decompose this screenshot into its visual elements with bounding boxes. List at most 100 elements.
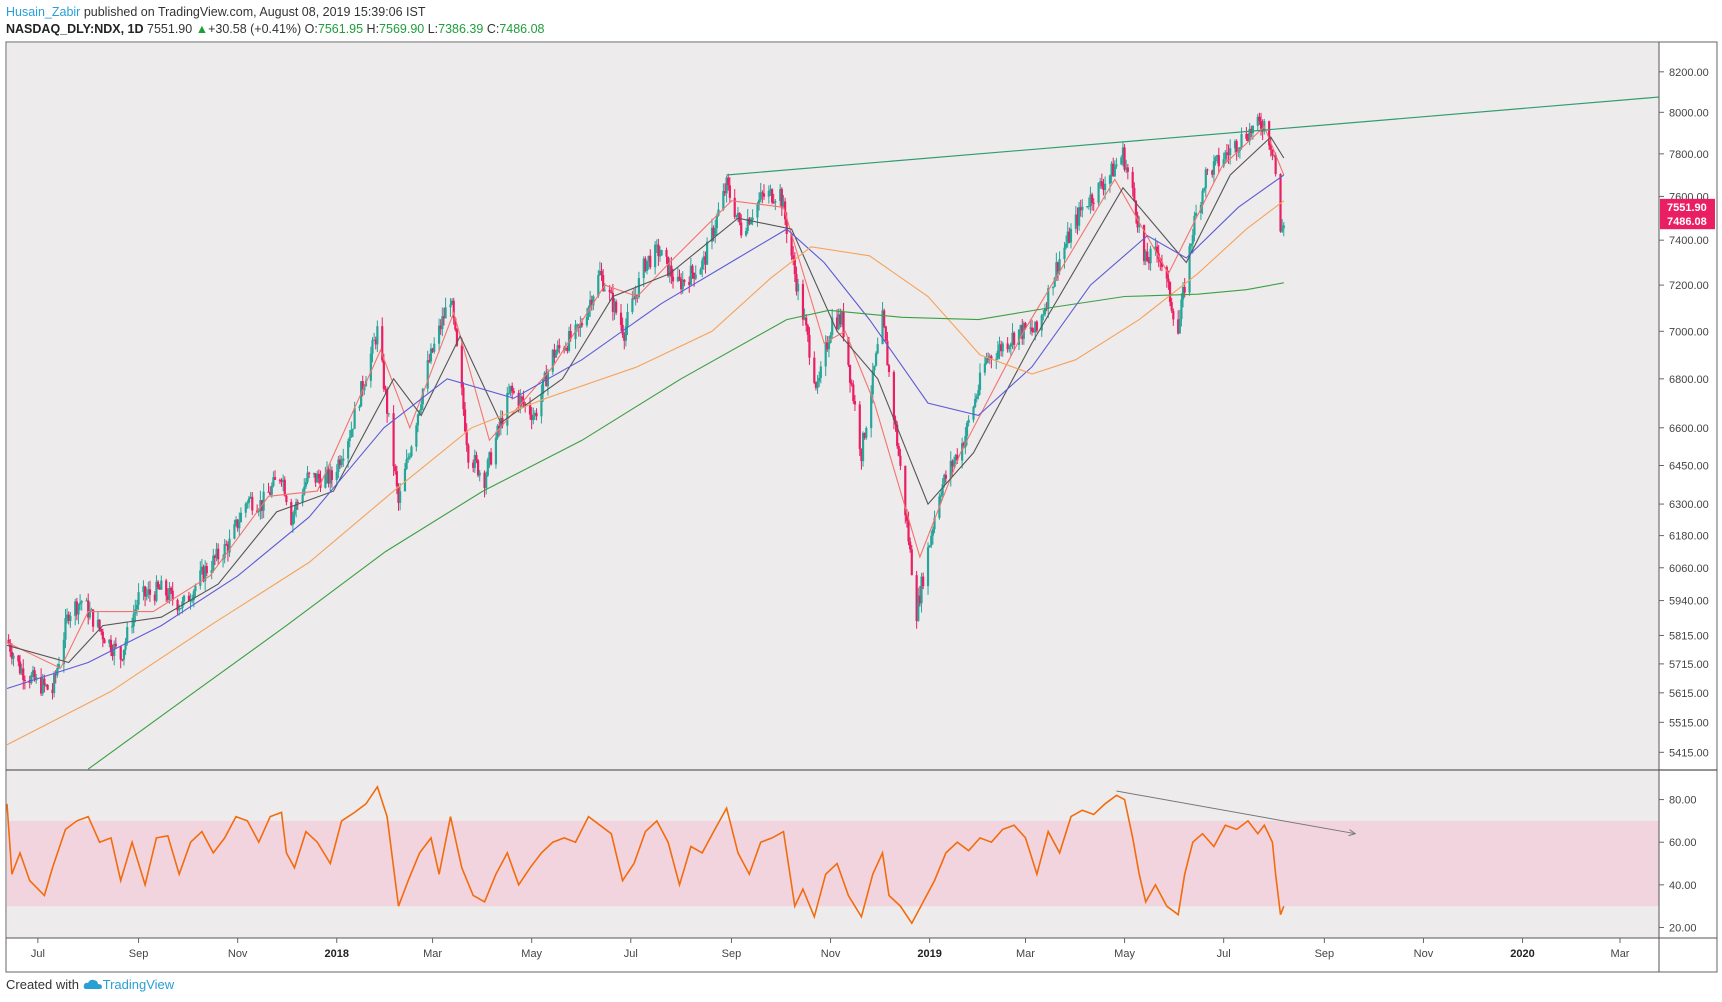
candle-body	[103, 639, 106, 644]
candle-body	[56, 668, 59, 676]
trendlines-layer	[726, 96, 1660, 837]
candle-body	[223, 544, 226, 559]
price-tick-label: 5615.00	[1669, 688, 1709, 700]
candle-body	[41, 678, 44, 694]
candle-body	[62, 639, 65, 665]
candle-body	[473, 455, 476, 468]
candle-body	[324, 474, 327, 488]
candle-body	[1188, 246, 1191, 293]
candle-body	[943, 474, 946, 485]
candle-body	[824, 342, 827, 367]
candle-body	[590, 299, 593, 306]
candle-body	[965, 422, 969, 436]
candle-body	[610, 291, 613, 293]
candle-body	[597, 275, 600, 297]
tradingview-link[interactable]: TradingView	[102, 977, 175, 992]
candle-body	[840, 311, 844, 325]
candle-body	[1251, 125, 1255, 134]
candle-body	[17, 655, 20, 662]
price-axis[interactable]: 8200.008000.007800.007600.007400.007200.…	[1659, 67, 1709, 759]
candle-body	[494, 437, 498, 465]
low-label: L:	[427, 22, 439, 36]
candle-body	[863, 432, 866, 438]
candle-body	[1268, 121, 1271, 146]
candle-body	[585, 316, 589, 326]
candle-body	[1142, 224, 1146, 262]
candle-body	[634, 294, 637, 299]
candle-body	[909, 541, 912, 550]
candle-body	[871, 370, 874, 395]
candle-body	[1029, 327, 1032, 329]
candle-body	[632, 298, 636, 300]
candle-body	[1103, 183, 1107, 190]
candle-body	[961, 443, 964, 461]
price-tick-label: 5415.00	[1669, 747, 1709, 759]
candle-body	[541, 379, 545, 394]
candle-body	[725, 177, 728, 194]
candle-body	[308, 472, 311, 474]
candle-body	[329, 470, 332, 484]
time-tick-label: Nov	[228, 948, 248, 960]
candle-body	[475, 455, 478, 461]
candle-body	[642, 258, 645, 279]
candle-body	[325, 469, 329, 475]
candle-body	[1178, 319, 1181, 334]
price-tick-label: 6060.00	[1669, 563, 1709, 575]
candle-body	[121, 659, 124, 661]
candle-body	[905, 515, 909, 521]
time-tick-label: Jul	[624, 948, 638, 960]
rsi-tick-label: 40.00	[1669, 880, 1697, 892]
time-tick-label: 2018	[325, 948, 349, 960]
author-link[interactable]: Husain_Zabir	[6, 5, 81, 19]
open-value: 7561.95	[317, 22, 364, 36]
candle-body	[670, 265, 673, 277]
price-tags: 7551.90 7486.08	[1660, 198, 1715, 230]
candle-body	[587, 307, 590, 317]
candle-body	[1212, 161, 1216, 175]
candle-body	[842, 311, 845, 338]
candle-body	[975, 396, 978, 400]
candle-body	[64, 618, 67, 640]
candle-body	[779, 188, 782, 202]
candle-body	[1043, 308, 1047, 315]
candle-body	[899, 455, 902, 466]
candle-body	[1090, 194, 1094, 203]
candle-body	[394, 466, 397, 472]
candle-body	[46, 684, 49, 690]
candle-body	[769, 189, 772, 191]
candle-body	[881, 310, 884, 345]
candle-body	[665, 250, 668, 257]
candle-body	[728, 185, 731, 198]
candle-body	[153, 594, 156, 601]
candle-body	[1086, 206, 1089, 208]
price-tick-label: 8200.00	[1669, 67, 1709, 79]
candle-body	[386, 389, 389, 414]
rsi-axis[interactable]: 80.00 60.00 40.00 20.00	[1659, 795, 1697, 935]
candle-body	[532, 415, 535, 421]
candle-body	[658, 255, 662, 257]
candle-body	[915, 575, 918, 621]
price-tick-label: 7800.00	[1669, 149, 1709, 161]
time-axis[interactable]: Jul Sep Nov 2018 Mar May Jul Sep Nov 2019 Mar May Ju…	[31, 938, 1630, 960]
candle-body	[12, 655, 15, 659]
price-pane-bg[interactable]	[7, 43, 1659, 769]
time-tick-label: Sep	[1315, 948, 1335, 960]
candle-body	[918, 595, 922, 604]
candle-body	[111, 652, 114, 657]
candle-body	[392, 413, 395, 467]
candle-body	[922, 576, 925, 587]
candle-body	[124, 641, 127, 650]
candle-body	[1069, 228, 1073, 243]
candle-body	[782, 201, 785, 209]
candle-body	[191, 600, 194, 602]
price-tick-label: 6600.00	[1669, 423, 1709, 435]
candle-body	[1245, 134, 1248, 139]
candle-body	[910, 549, 913, 576]
candle-body	[1040, 315, 1043, 331]
candle-body	[688, 282, 691, 285]
candle-body	[972, 406, 975, 420]
candle-body	[130, 626, 134, 628]
candle-body	[460, 345, 463, 388]
candle-body	[1160, 261, 1164, 267]
